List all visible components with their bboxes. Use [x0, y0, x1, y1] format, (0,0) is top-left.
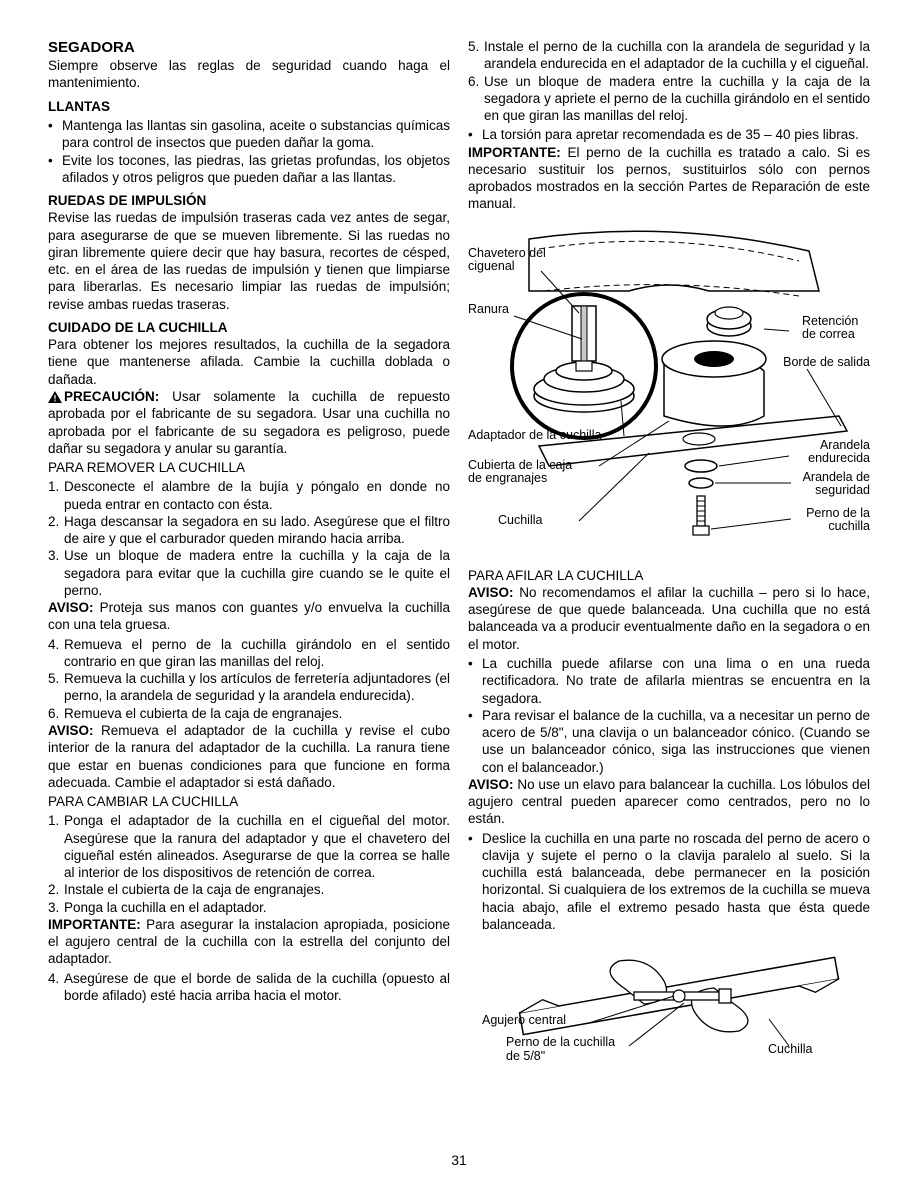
heading-cuidado: CUIDADO DE LA CUCHILLA — [48, 319, 450, 336]
aviso1-text: Proteja sus manos con guantes y/o envuel… — [48, 600, 450, 632]
left-column: SEGADORA Siempre observe las reglas de s… — [48, 36, 450, 1061]
fig2-perno58: Perno de la cuchilla de 5/8" — [506, 1036, 616, 1064]
fig2-cuchilla: Cuchilla — [768, 1043, 812, 1057]
fig1-ranura: Ranura — [468, 303, 509, 317]
cambiar-6: 6.Use un bloque de madera entre la cuchi… — [484, 73, 870, 125]
importante2-para: IMPORTANTE: El perno de la cuchilla es t… — [468, 144, 870, 213]
heading-segadora: SEGADORA — [48, 38, 450, 57]
remover-6: 6.Remueva el cubierta de la caja de engr… — [64, 705, 450, 722]
remover-list: 1.Desconecte el alambre de la bujía y pó… — [48, 478, 450, 599]
remover-list-cont: 4.Remueva el perno de la cuchilla giránd… — [48, 636, 450, 722]
heading-ruedas: RUEDAS DE IMPULSIÓN — [48, 192, 450, 209]
blade-assembly-diagram: Chavetero del ciguenal Ranura Retención … — [468, 221, 870, 561]
importante1-label: IMPORTANTE: — [48, 917, 141, 932]
warning-icon: ! — [48, 391, 62, 403]
aviso2-label: AVISO: — [48, 723, 94, 738]
importante1-para: IMPORTANTE: Para asegurar la instalacion… — [48, 916, 450, 968]
aviso4-para: AVISO: No use un elavo para balancear la… — [468, 776, 870, 828]
cambiar-list-cont: 5.Instale el perno de la cuchilla con la… — [468, 38, 870, 124]
afilar-2: Para revisar el balance de la cuchilla, … — [482, 707, 870, 776]
aviso1-label: AVISO: — [48, 600, 94, 615]
heading-afilar: PARA AFILAR LA CUCHILLA — [468, 567, 870, 584]
aviso1-para: AVISO: Proteja sus manos con guantes y/o… — [48, 599, 450, 634]
fig1-arandela-e: Arandela endurecida — [798, 439, 870, 467]
fig1-chavetero: Chavetero del ciguenal — [468, 247, 546, 275]
aviso3-text: No recomendamos el afilar la cuchilla – … — [468, 585, 870, 652]
llantas-list: Mantenga las llantas sin gasolina, aceit… — [48, 117, 450, 186]
precaucion-label: PRECAUCIÓN: — [64, 389, 159, 404]
two-column-layout: SEGADORA Siempre observe las reglas de s… — [48, 36, 870, 1061]
cambiar-4: 4.Asegúrese de que el borde de salida de… — [64, 970, 450, 1005]
llantas-item-2: Evite los tocones, las piedras, las grie… — [62, 152, 450, 187]
cuidado-text: Para obtener los mejores resultados, la … — [48, 336, 450, 388]
fig2-agujero: Agujero central — [482, 1014, 566, 1028]
fig1-perno: Perno de la cuchilla — [798, 507, 870, 535]
torque-list: La torsión para apretar recomendada es d… — [468, 126, 870, 143]
afilar-3: Deslice la cuchilla en una parte no rosc… — [482, 830, 870, 934]
remover-2: 2.Haga descansar la segadora en su lado.… — [64, 513, 450, 548]
torque-item: La torsión para apretar recomendada es d… — [482, 126, 870, 143]
heading-remover: PARA REMOVER LA CUCHILLA — [48, 459, 450, 476]
afilar-1: La cuchilla puede afilarse con una lima … — [482, 655, 870, 707]
heading-llantas: LLANTAS — [48, 98, 450, 115]
cambiar-3: 3.Ponga la cuchilla en el adaptador. — [64, 899, 450, 916]
aviso4-text: No use un elavo para balancear la cuchil… — [468, 777, 870, 827]
aviso3-para: AVISO: No recomendamos el afilar la cuch… — [468, 584, 870, 653]
aviso4-label: AVISO: — [468, 777, 514, 792]
fig1-cuchilla: Cuchilla — [498, 514, 542, 528]
fig1-borde: Borde de salida — [783, 356, 870, 370]
afilar-list-2: Deslice la cuchilla en una parte no rosc… — [468, 830, 870, 934]
importante2-label: IMPORTANTE: — [468, 145, 561, 160]
cambiar-list: 1.Ponga el adaptador de la cuchilla en e… — [48, 812, 450, 916]
cambiar-5: 5.Instale el perno de la cuchilla con la… — [484, 38, 870, 73]
fig1-cubierta: Cubierta de la caja de engranajes — [468, 459, 578, 487]
fig1-retencion: Retención de correa — [802, 315, 870, 343]
blade-balance-diagram: Agujero central Perno de la cuchilla de … — [468, 941, 870, 1061]
intro-text: Siempre observe las reglas de seguridad … — [48, 57, 450, 92]
aviso2-text: Remueva el adaptador de la cuchilla y re… — [48, 723, 450, 790]
afilar-list: La cuchilla puede afilarse con una lima … — [468, 655, 870, 776]
cambiar-2: 2.Instale el cubierta de la caja de engr… — [64, 881, 450, 898]
ruedas-text: Revise las ruedas de impulsión traseras … — [48, 209, 450, 313]
remover-3: 3.Use un bloque de madera entre la cuchi… — [64, 547, 450, 599]
heading-cambiar: PARA CAMBIAR LA CUCHILLA — [48, 793, 450, 810]
svg-text:!: ! — [54, 393, 57, 403]
cambiar-1: 1.Ponga el adaptador de la cuchilla en e… — [64, 812, 450, 881]
cambiar-list-4: 4.Asegúrese de que el borde de salida de… — [48, 970, 450, 1005]
fig1-arandela-s: Arandela de seguridad — [792, 471, 870, 499]
precaucion-para: ! PRECAUCIÓN: Usar solamente la cuchilla… — [48, 388, 450, 457]
remover-1: 1.Desconecte el alambre de la bujía y pó… — [64, 478, 450, 513]
llantas-item-1: Mantenga las llantas sin gasolina, aceit… — [62, 117, 450, 152]
remover-5: 5.Remueva la cuchilla y los artículos de… — [64, 670, 450, 705]
fig1-adaptador: Adaptador de la cuchilla — [468, 429, 601, 443]
aviso3-label: AVISO: — [468, 585, 514, 600]
page-number: 31 — [451, 1152, 467, 1170]
aviso2-para: AVISO: Remueva el adaptador de la cuchil… — [48, 722, 450, 791]
remover-4: 4.Remueva el perno de la cuchilla giránd… — [64, 636, 450, 671]
right-column: 5.Instale el perno de la cuchilla con la… — [468, 36, 870, 1061]
